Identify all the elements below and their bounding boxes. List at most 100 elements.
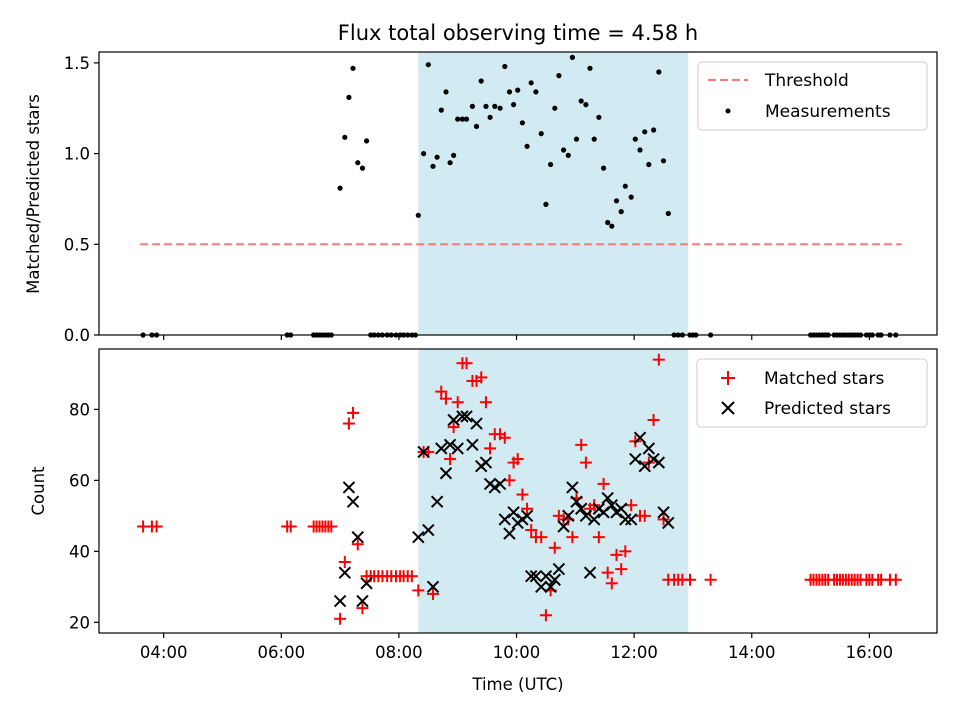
measurement-point [628,194,634,200]
matched-star-point [503,474,516,487]
measurement-point [632,136,638,142]
x-tick-label: 16:00 [846,643,894,662]
legend-matched-swatch [721,371,735,385]
matched-star-point [619,545,632,558]
matched-star-point [460,357,473,370]
matched-star-point [684,573,697,586]
predicted-star-point [479,456,493,469]
matched-star-point [511,453,524,466]
measurement-point [447,160,453,166]
legend-measurements-label: Measurements [765,102,891,122]
bottom-legend: Matched stars Predicted stars [696,358,928,428]
measurement-point [355,160,361,166]
matched-star-point [516,488,529,501]
x-axis-label: Time (UTC) [471,675,563,694]
matched-star-point [347,406,360,419]
measurement-point [497,105,503,111]
matched-star-point [652,353,665,366]
matched-stars-points [137,353,902,625]
measurement-point [591,136,597,142]
matched-star-point [575,438,588,451]
measurement-point [561,147,567,153]
measurement-point [473,123,480,129]
measurement-point [642,129,648,135]
measurement-point [425,62,431,68]
matched-star-point [412,584,425,597]
measurement-point [538,131,544,137]
predicted-star-point [562,509,575,523]
predicted-star-point [439,467,453,480]
measurement-point [506,89,513,95]
predicted-star-point [642,442,656,455]
measurement-point [451,152,457,158]
measurement-point [587,65,593,71]
matched-star-point [447,421,460,434]
predicted-star-point [529,569,543,583]
measurement-point [364,138,370,144]
predicted-star-point [498,513,511,526]
predicted-star-point [583,566,597,579]
matched-star-point [444,453,457,466]
x-tick-label: 10:00 [493,643,541,662]
bottom-legend-box [696,358,928,428]
predicted-star-point [360,577,373,590]
measurement-point [359,165,366,171]
predicted-star-point [579,509,593,523]
matched-star-point [451,396,464,409]
predicted-star-point [520,509,534,523]
matched-star-point [150,520,163,533]
predicted-star-point [566,481,579,494]
predicted-star-point [470,417,483,430]
predicted-star-point [548,573,561,586]
predicted-star-point [544,580,557,594]
predicted-star-point [614,502,628,515]
matched-star-point [610,548,623,561]
matched-star-point [498,431,511,444]
measurement-point [510,102,517,108]
measurement-point [492,103,498,109]
matched-star-point [704,573,717,586]
predicted-star-point [638,459,651,473]
measurement-point [502,63,508,70]
matched-star-point [356,602,369,615]
bottom-highlight-window [418,349,689,633]
matched-star-point [638,509,651,522]
measurement-point [478,78,484,84]
predicted-star-point [338,566,352,579]
bottom-panel: 20 40 60 80 04:00 06:00 08:00 10:00 12:00 14:00 1… [29,348,938,694]
measurement-point [483,103,489,109]
measurement-point [434,154,440,160]
measurement-point [613,198,620,204]
measurement-point [443,89,449,95]
measurement-point [337,185,343,191]
measurement-point [533,89,539,95]
measurement-point [622,183,628,189]
predicted-star-point [342,481,356,494]
predicted-star-point [662,516,675,530]
measurement-point [421,151,427,157]
matched-star-point [435,385,448,398]
matched-star-point [539,609,552,622]
measurement-point [565,152,571,158]
matched-star-point [605,577,618,590]
predicted-star-point [351,530,364,544]
predicted-star-point [605,498,619,512]
predicted-star-point [652,456,666,469]
measurement-point [487,114,493,120]
legend-predicted-swatch [721,401,735,415]
measurement-point [596,114,602,120]
predicted-star-point [657,506,670,519]
measurement-point [583,102,589,108]
matched-star-point [405,570,418,583]
predicted-star-point [435,442,448,455]
bottom-x-axis-ticks: 04:00 06:00 08:00 10:00 12:00 14:00 16:00 [140,633,893,662]
predicted-star-point [629,452,642,466]
predicted-star-point [601,491,614,505]
predicted-star-point [633,431,647,444]
legend-predicted-label: Predicted stars [764,399,891,419]
predicted-star-point [422,523,435,537]
measurement-point [346,94,352,100]
measurement-point [463,116,470,122]
matched-star-point [439,392,452,405]
